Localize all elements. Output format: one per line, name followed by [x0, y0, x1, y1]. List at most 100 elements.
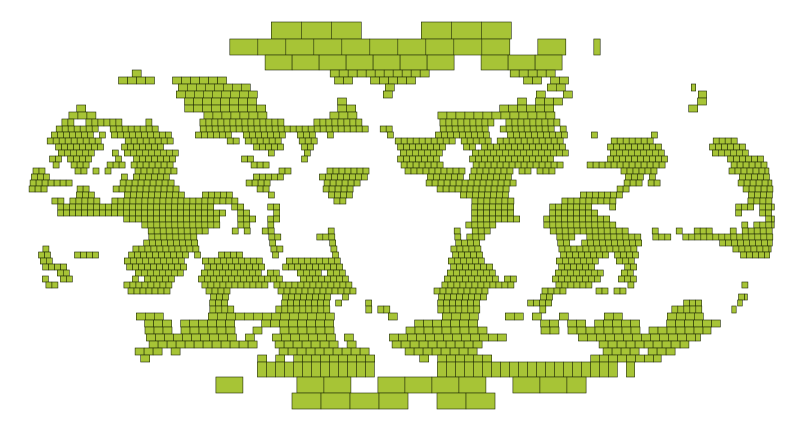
grid-cell	[329, 361, 339, 378]
grid-cell	[446, 167, 454, 175]
grid-cell	[171, 227, 179, 235]
grid-cell	[208, 191, 215, 199]
grid-cell	[531, 312, 542, 321]
grid-cell	[228, 263, 235, 271]
grid-cell	[758, 167, 766, 175]
grid-cell	[471, 257, 479, 265]
grid-cell	[454, 233, 462, 241]
grid-cell	[513, 131, 520, 139]
grid-cell	[227, 333, 237, 342]
grid-cell	[546, 83, 557, 92]
grid-cell	[437, 361, 447, 378]
grid-cell	[482, 111, 493, 120]
grid-cell	[291, 281, 299, 289]
grid-cell	[539, 299, 546, 307]
grid-cell	[189, 197, 197, 205]
grid-cell	[599, 354, 610, 363]
grid-cell	[253, 125, 261, 133]
grid-cell	[485, 179, 493, 187]
grid-cell	[163, 287, 171, 295]
grid-cell	[265, 173, 272, 181]
grid-cell	[38, 251, 45, 259]
grid-cell	[252, 326, 263, 335]
grid-cell	[544, 137, 552, 145]
grid-cell	[735, 149, 743, 157]
grid-cell	[508, 137, 516, 145]
grid-cell	[300, 21, 332, 40]
grid-cell	[112, 149, 119, 157]
grid-cell	[439, 173, 446, 181]
grid-cell	[630, 326, 641, 335]
grid-cell	[741, 203, 749, 211]
grid-cell	[160, 233, 168, 241]
grid-cell	[594, 275, 601, 283]
grid-cell	[259, 143, 266, 151]
grid-cell	[194, 251, 201, 259]
grid-cell	[324, 263, 331, 271]
grid-cell	[303, 257, 311, 265]
grid-cell	[728, 167, 736, 175]
grid-cell	[164, 167, 172, 175]
grid-cell	[480, 263, 487, 271]
grid-cell	[226, 191, 233, 199]
grid-cell	[471, 197, 479, 205]
grid-cell	[567, 281, 575, 289]
grid-cell	[740, 167, 748, 175]
grid-cell	[541, 155, 548, 163]
grid-cell	[748, 161, 756, 169]
grid-cell	[613, 155, 620, 163]
grid-cell	[158, 167, 166, 175]
grid-cell	[490, 185, 498, 193]
grid-cell	[529, 125, 537, 133]
grid-cell	[463, 340, 474, 349]
grid-cell	[220, 97, 230, 106]
grid-cell	[261, 312, 272, 321]
grid-cell	[148, 233, 156, 241]
grid-cell	[399, 54, 428, 71]
grid-cell	[412, 137, 420, 145]
grid-cell	[218, 251, 225, 259]
grid-cell	[702, 326, 712, 335]
grid-cell	[162, 319, 172, 328]
grid-cell	[189, 209, 196, 217]
grid-cell	[461, 305, 469, 314]
grid-cell	[170, 167, 178, 175]
grid-cell	[675, 319, 685, 328]
grid-cell	[397, 143, 404, 151]
grid-cell	[209, 305, 217, 314]
grid-cell	[305, 305, 313, 314]
grid-cell	[123, 281, 131, 289]
grid-cell	[154, 161, 162, 169]
grid-cell	[702, 319, 712, 328]
grid-cell	[215, 376, 244, 394]
grid-cell	[561, 203, 569, 211]
grid-cell	[468, 312, 479, 321]
grid-cell	[230, 90, 240, 99]
grid-cell	[350, 167, 358, 175]
grid-cell	[763, 173, 770, 181]
grid-cell	[585, 203, 593, 211]
grid-cell	[535, 125, 543, 133]
grid-cell	[266, 361, 276, 378]
grid-cell	[319, 287, 327, 295]
grid-cell	[205, 125, 213, 133]
grid-cell	[151, 143, 158, 151]
grid-cell	[111, 197, 119, 205]
grid-cell	[474, 293, 481, 301]
grid-cell	[161, 179, 169, 187]
grid-cell	[255, 131, 262, 139]
grid-cell	[588, 263, 595, 271]
grid-cell	[365, 299, 372, 307]
grid-cell	[753, 227, 761, 235]
grid-cell	[337, 173, 344, 181]
grid-cell	[232, 257, 239, 265]
grid-cell	[543, 215, 551, 223]
grid-cell	[325, 287, 333, 295]
grid-cell	[535, 143, 542, 151]
grid-cell	[459, 326, 470, 335]
grid-cell	[437, 111, 448, 120]
grid-cell	[261, 227, 269, 235]
grid-cell	[171, 209, 178, 217]
grid-cell	[724, 233, 732, 241]
grid-cell	[597, 215, 605, 223]
